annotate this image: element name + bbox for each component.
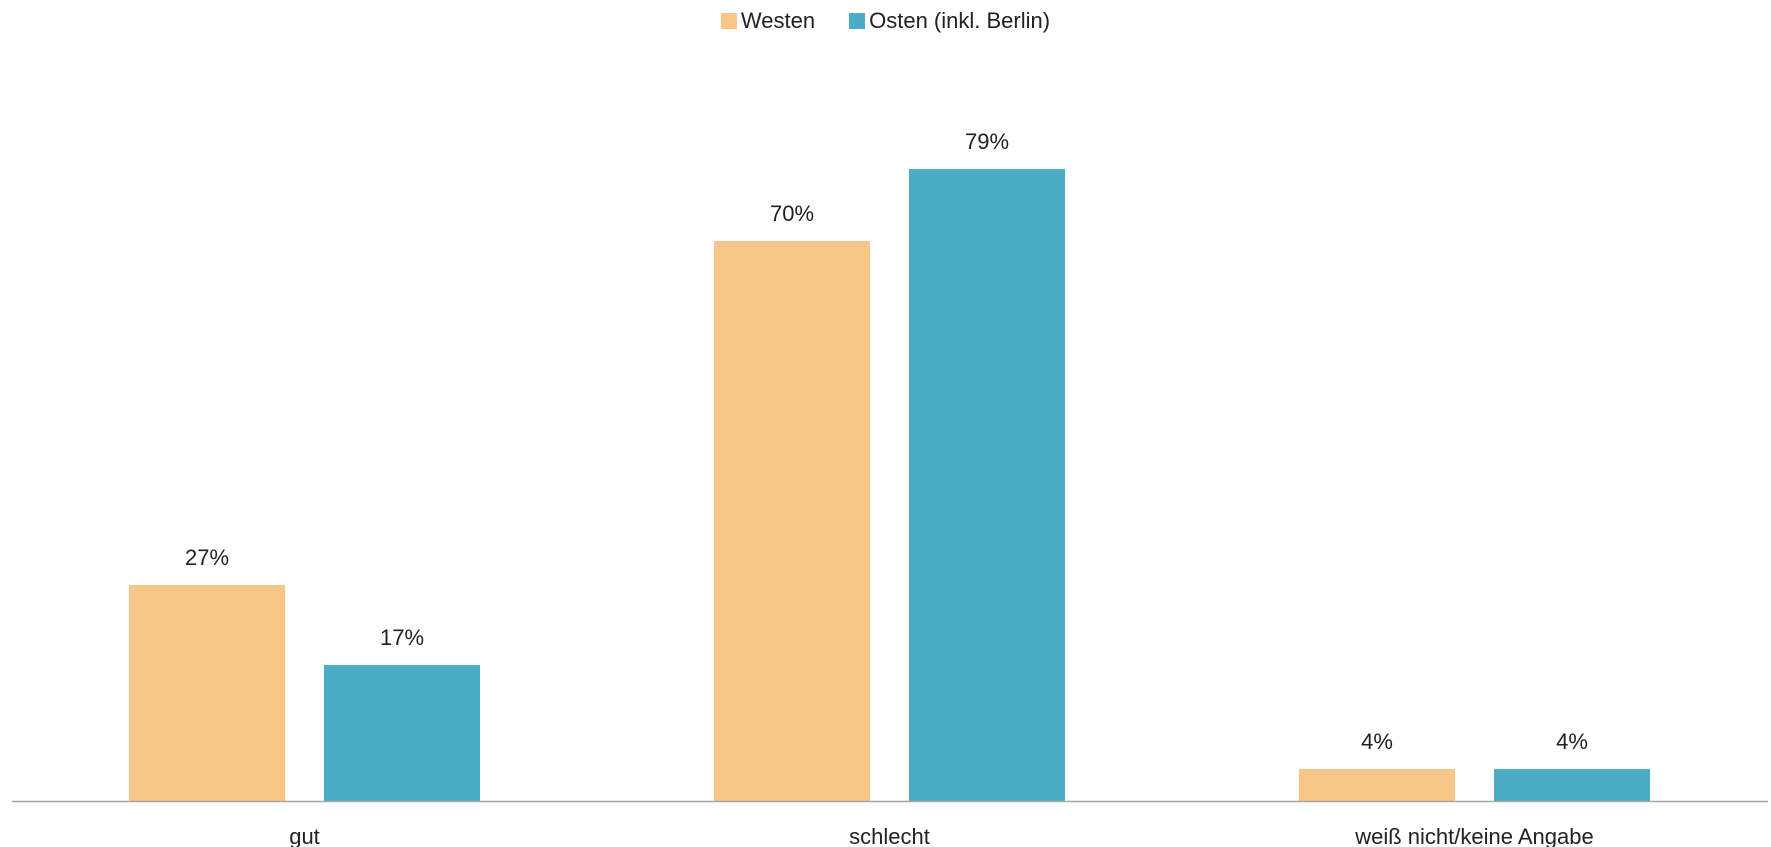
legend-label-westen: Westen: [740, 8, 816, 33]
x-tick-label-0: gut: [289, 824, 320, 847]
x-tick-label-2: weiß nicht/keine Angabe: [1354, 824, 1594, 847]
legend-swatch-osten: [849, 13, 866, 29]
data-label-westen-1: 70%: [770, 201, 814, 226]
data-label-westen-2: 4%: [1361, 729, 1393, 754]
bar-westen-2: [1299, 769, 1455, 801]
bar-osten-0: [324, 665, 480, 801]
data-label-westen-0: 27%: [185, 545, 229, 570]
bar-osten-2: [1494, 769, 1650, 801]
chart-legend: Westen Osten (inkl. Berlin): [0, 8, 1771, 34]
legend-item-osten: Osten (inkl. Berlin): [849, 8, 1050, 34]
x-tick-label-1: schlecht: [849, 824, 930, 847]
legend-swatch-westen: [720, 13, 737, 29]
bar-westen-0: [129, 585, 285, 801]
bar-westen-1: [714, 241, 870, 801]
legend-item-westen: Westen: [720, 8, 816, 34]
bar-osten-1: [909, 169, 1065, 801]
data-label-osten-0: 17%: [380, 625, 424, 650]
data-label-osten-1: 79%: [965, 129, 1009, 154]
data-label-osten-2: 4%: [1556, 729, 1588, 754]
legend-label-osten: Osten (inkl. Berlin): [869, 8, 1051, 33]
